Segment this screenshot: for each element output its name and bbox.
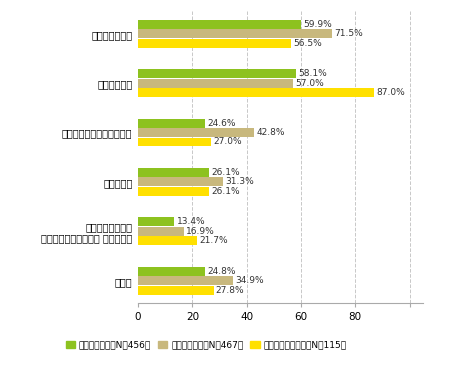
Text: 21.7%: 21.7% <box>199 236 227 245</box>
Bar <box>138 227 184 236</box>
Bar <box>138 286 213 295</box>
Bar <box>138 88 374 97</box>
Bar <box>138 128 254 137</box>
Bar <box>138 138 211 147</box>
Text: 13.4%: 13.4% <box>176 218 205 226</box>
Bar <box>138 276 232 285</box>
Legend: 共用サーバー（N＝456）, 専用サーバー（N＝467）, 仮想専用サーバー（N＝115）: 共用サーバー（N＝456）, 専用サーバー（N＝467）, 仮想専用サーバー（N… <box>62 337 349 353</box>
Bar <box>138 79 292 88</box>
Text: 26.1%: 26.1% <box>211 168 239 177</box>
Text: 58.1%: 58.1% <box>297 69 326 78</box>
Bar <box>138 236 196 245</box>
Bar <box>138 168 208 177</box>
Text: 59.9%: 59.9% <box>302 20 331 29</box>
Bar <box>138 119 204 128</box>
Bar <box>138 39 291 48</box>
Text: 87.0%: 87.0% <box>375 88 404 97</box>
Text: 27.0%: 27.0% <box>213 137 241 147</box>
Text: 27.8%: 27.8% <box>215 286 244 295</box>
Text: 26.1%: 26.1% <box>211 187 239 196</box>
Bar <box>138 218 174 226</box>
Bar <box>138 267 205 276</box>
Text: 56.5%: 56.5% <box>293 39 322 48</box>
Text: 71.5%: 71.5% <box>334 29 362 38</box>
Text: 57.0%: 57.0% <box>294 79 323 88</box>
Text: 34.9%: 34.9% <box>235 276 263 285</box>
Bar <box>138 29 331 38</box>
Bar <box>138 187 208 196</box>
Text: 24.6%: 24.6% <box>207 119 235 128</box>
Bar <box>138 178 223 186</box>
Text: 24.8%: 24.8% <box>207 267 235 276</box>
Bar <box>138 20 300 29</box>
Text: 16.9%: 16.9% <box>186 227 214 236</box>
Text: 31.3%: 31.3% <box>225 178 253 186</box>
Bar <box>138 69 295 78</box>
Text: 42.8%: 42.8% <box>256 128 284 137</box>
